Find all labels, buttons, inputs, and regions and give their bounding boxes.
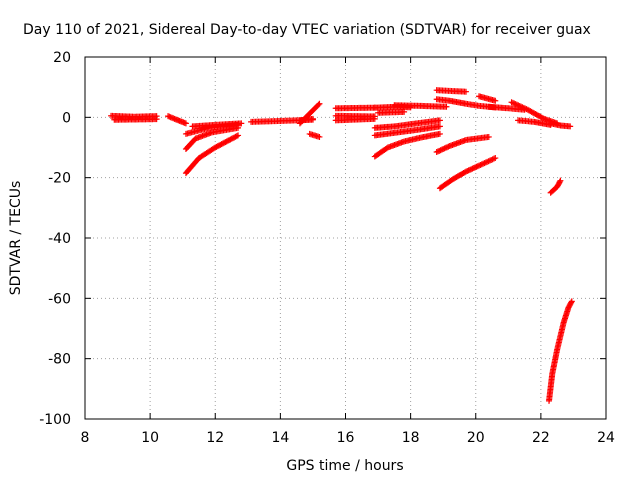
x-tick-label: 10 xyxy=(141,430,159,446)
data-point xyxy=(520,104,527,111)
data-points xyxy=(108,87,575,404)
x-axis-label: GPS time / hours xyxy=(286,458,403,474)
data-point xyxy=(476,162,483,169)
data-point xyxy=(436,123,443,130)
x-tick-label: 20 xyxy=(467,430,485,446)
data-point xyxy=(490,155,497,162)
data-point xyxy=(522,105,529,112)
data-point xyxy=(235,132,242,139)
data-point xyxy=(401,108,408,115)
y-tick-label: -60 xyxy=(48,291,71,307)
data-point xyxy=(515,102,522,109)
x-tick-label: 8 xyxy=(81,430,90,446)
y-tick-label: -80 xyxy=(48,352,71,368)
y-tick-label: -100 xyxy=(39,412,71,428)
x-tick-label: 22 xyxy=(532,430,550,446)
y-tick-label: 0 xyxy=(62,110,71,126)
x-tick-label: 16 xyxy=(337,430,355,446)
data-point xyxy=(371,115,378,122)
plot-frame xyxy=(84,56,607,420)
data-point xyxy=(182,120,189,127)
data-point xyxy=(485,133,492,140)
data-point xyxy=(512,101,519,108)
data-point xyxy=(469,165,476,172)
data-point xyxy=(485,158,492,165)
data-point xyxy=(441,145,448,152)
data-point xyxy=(433,149,440,156)
data-point xyxy=(445,143,452,150)
data-point xyxy=(508,99,515,106)
data-point xyxy=(309,115,316,122)
data-point xyxy=(486,157,493,164)
data-point xyxy=(465,167,472,174)
data-point xyxy=(153,116,160,123)
x-tick-label: 18 xyxy=(402,430,420,446)
data-point xyxy=(480,160,487,167)
data-point xyxy=(470,165,477,172)
x-tick-label: 24 xyxy=(597,430,615,446)
data-point xyxy=(484,158,491,165)
data-point xyxy=(438,146,445,153)
data-point xyxy=(440,146,447,153)
data-point xyxy=(568,298,575,305)
data-point xyxy=(316,100,323,107)
data-point xyxy=(478,161,485,168)
data-point xyxy=(436,117,443,124)
data-point xyxy=(509,99,516,106)
x-tick-label: 12 xyxy=(206,430,224,446)
data-point xyxy=(434,148,441,155)
data-point xyxy=(516,103,523,110)
data-point xyxy=(472,164,479,171)
data-point xyxy=(489,156,496,163)
data-point xyxy=(473,163,480,170)
data-point xyxy=(462,168,469,175)
data-point xyxy=(568,299,575,306)
data-point xyxy=(436,130,443,137)
data-point xyxy=(233,133,240,140)
data-point xyxy=(315,101,322,108)
data-point xyxy=(482,159,489,166)
data-point xyxy=(488,156,495,163)
data-point xyxy=(468,166,475,173)
data-point xyxy=(437,147,444,154)
data-point xyxy=(492,97,499,104)
data-point xyxy=(238,120,245,127)
y-tick-label: 20 xyxy=(53,50,71,66)
data-point xyxy=(462,88,469,95)
y-axis-label: SDTVAR / TECUs xyxy=(8,181,24,296)
data-point xyxy=(519,104,526,111)
data-point xyxy=(444,144,451,151)
data-point xyxy=(518,103,525,110)
data-point xyxy=(442,144,449,151)
data-point xyxy=(511,100,518,107)
data-point xyxy=(466,166,473,173)
data-point xyxy=(556,178,563,185)
data-point xyxy=(557,177,564,184)
data-point xyxy=(443,103,450,110)
y-tick-label: -20 xyxy=(48,171,71,187)
data-point xyxy=(523,106,530,113)
data-point xyxy=(513,101,520,108)
x-tick-label: 14 xyxy=(271,430,289,446)
data-point xyxy=(481,160,488,167)
data-point xyxy=(464,168,471,175)
chart-title: Day 110 of 2021, Sidereal Day-to-day VTE… xyxy=(23,22,591,38)
data-point xyxy=(474,163,481,170)
data-point xyxy=(567,123,574,130)
y-tick-label: -40 xyxy=(48,231,71,247)
axis-ticks: 8 10 12 14 16 18 20 22 24 -100 -80 -60 -40 -20 0 20 xyxy=(39,50,615,446)
data-point xyxy=(436,147,443,154)
data-point xyxy=(477,161,484,168)
data-point xyxy=(316,133,323,140)
data-point xyxy=(492,155,499,162)
